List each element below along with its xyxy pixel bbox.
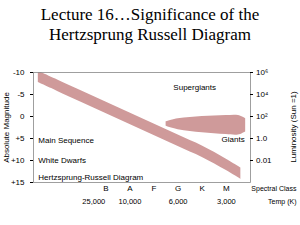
svg-text:10⁴: 10⁴ <box>256 90 269 99</box>
svg-text:1.0: 1.0 <box>256 134 268 143</box>
svg-text:Supergiants: Supergiants <box>173 83 216 92</box>
svg-text:Giants: Giants <box>222 135 245 144</box>
svg-text:25,000: 25,000 <box>82 197 105 206</box>
svg-text:0: 0 <box>20 112 25 121</box>
svg-text:10,000: 10,000 <box>118 197 141 206</box>
svg-text:G: G <box>175 184 181 193</box>
svg-text:10⁶: 10⁶ <box>256 68 268 77</box>
svg-text:+15: +15 <box>11 178 25 187</box>
svg-text:+5: +5 <box>15 134 25 143</box>
svg-text:Main Sequence: Main Sequence <box>38 136 94 145</box>
svg-text:10²: 10² <box>256 112 268 121</box>
svg-text:Temp (K): Temp (K) <box>268 198 296 206</box>
svg-text:F: F <box>152 184 157 193</box>
svg-text:B: B <box>103 184 108 193</box>
svg-text:Spectral Class: Spectral Class <box>251 185 297 193</box>
svg-text:+10: +10 <box>11 156 25 165</box>
svg-text:M: M <box>223 184 230 193</box>
svg-text:3,000: 3,000 <box>217 197 236 206</box>
svg-text:-10: -10 <box>13 68 25 77</box>
svg-text:Hertzsprung-Russell Diagram: Hertzsprung-Russell Diagram <box>38 173 143 182</box>
svg-text:Luminosity (Sun =1): Luminosity (Sun =1) <box>289 91 298 163</box>
svg-text:White Dwarfs: White Dwarfs <box>38 156 86 165</box>
svg-text:6,000: 6,000 <box>169 197 188 206</box>
html-text:Lecture 16…Significance of the: Lecture 16…Significance of the Hertzspru… <box>40 5 260 44</box>
svg-text:Absolute Magnitude: Absolute Magnitude <box>2 92 11 163</box>
svg-text:-5: -5 <box>17 90 25 99</box>
svg-text:0.01: 0.01 <box>256 156 272 165</box>
svg-text:K: K <box>200 184 206 193</box>
svg-text:A: A <box>127 184 133 193</box>
